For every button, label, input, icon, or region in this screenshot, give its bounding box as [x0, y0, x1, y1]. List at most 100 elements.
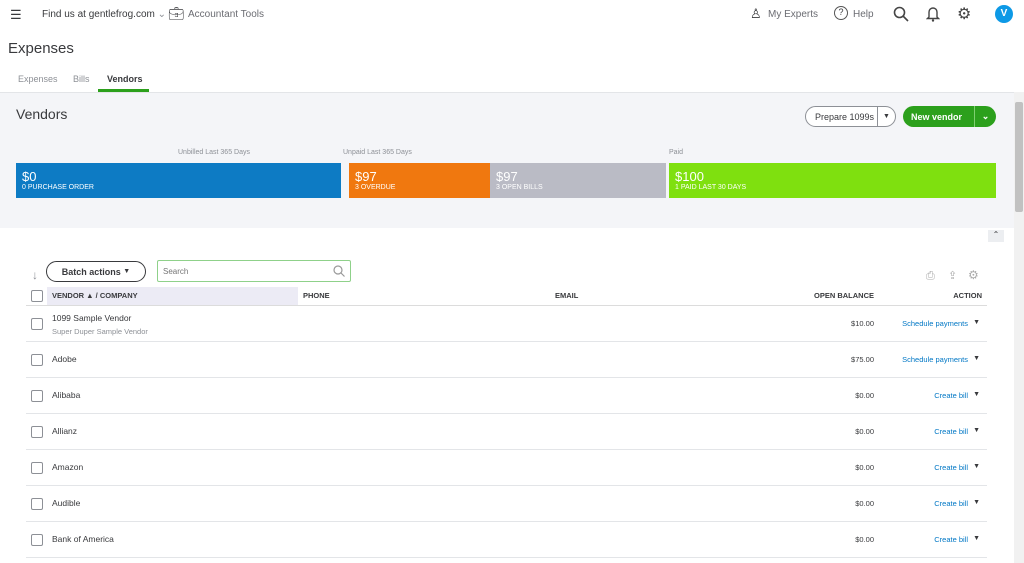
section-title: Vendors: [16, 106, 68, 122]
company-name: Find us at gentlefrog.com: [42, 9, 155, 20]
vendor-name[interactable]: Bank of America: [52, 534, 114, 544]
row-action-link[interactable]: Create bill: [934, 427, 968, 436]
table-row[interactable]: Adobe $75.00 Schedule payments ▼: [26, 342, 987, 378]
card-label: 1 PAID LAST 30 DAYS: [675, 184, 747, 191]
row-checkbox[interactable]: [31, 498, 43, 510]
open-balance: $0.00: [855, 391, 874, 400]
column-vendor[interactable]: VENDOR ▲ / COMPANY: [47, 287, 298, 305]
row-action-link[interactable]: Create bill: [934, 463, 968, 472]
card-amount: $0: [22, 169, 37, 184]
caret-down-icon[interactable]: ▼: [973, 463, 980, 470]
card-label: 3 OVERDUE: [355, 184, 396, 191]
settings-icon[interactable]: ⚙: [968, 268, 979, 282]
caret-down-icon[interactable]: ▼: [877, 107, 895, 126]
table-row[interactable]: Alibaba $0.00 Create bill ▼: [26, 378, 987, 414]
sort-arrow-icon[interactable]: ↓: [32, 268, 38, 282]
help-link[interactable]: Help: [853, 9, 874, 20]
table-row[interactable]: Bank of America $0.00 Create bill ▼: [26, 522, 987, 558]
company-name: Super Duper Sample Vendor: [52, 327, 148, 336]
row-checkbox[interactable]: [31, 318, 43, 330]
help-icon: ?: [834, 6, 848, 20]
table-row[interactable]: Amazon $0.00 Create bill ▼: [26, 450, 987, 486]
row-action-link[interactable]: Create bill: [934, 391, 968, 400]
vendor-name[interactable]: Alibaba: [52, 390, 81, 400]
open-balance: $0.00: [855, 499, 874, 508]
overdue-card[interactable]: $97 3 OVERDUE: [349, 163, 490, 198]
row-action-link[interactable]: Create bill: [934, 499, 968, 508]
column-action: ACTION: [953, 291, 982, 300]
unbilled-caption: Unbilled Last 365 Days: [178, 149, 250, 156]
my-experts-link[interactable]: My Experts: [768, 9, 819, 20]
row-checkbox[interactable]: [31, 390, 43, 402]
briefcase-icon: 💼︎: [168, 6, 185, 21]
search-input[interactable]: [157, 260, 351, 282]
top-bar: ☰ Find us at gentlefrog.com ⌄ 💼︎ Account…: [0, 0, 1024, 30]
page-title: Expenses: [8, 40, 74, 57]
prepare-1099s-button[interactable]: Prepare 1099s ▼: [805, 106, 896, 127]
select-all-checkbox[interactable]: [31, 290, 43, 302]
batch-actions-label: Batch actions: [61, 266, 121, 277]
unpaid-caption: Unpaid Last 365 Days: [343, 149, 412, 156]
export-icon[interactable]: ⇪: [948, 270, 958, 282]
vendor-name[interactable]: Adobe: [52, 354, 77, 364]
purchase-order-card[interactable]: $0 0 PURCHASE ORDER: [16, 163, 341, 198]
caret-down-icon[interactable]: ▼: [973, 391, 980, 398]
new-vendor-button[interactable]: New vendor ⌄: [903, 106, 996, 127]
person-icon: ♙: [750, 6, 762, 21]
column-open-balance[interactable]: OPEN BALANCE: [813, 291, 874, 300]
paid-caption: Paid: [669, 149, 684, 156]
caret-down-icon[interactable]: ▼: [973, 355, 980, 362]
batch-actions-button[interactable]: Batch actions ▼: [46, 261, 146, 282]
vendor-name[interactable]: 1099 Sample Vendor: [52, 313, 132, 323]
row-action-link[interactable]: Schedule payments: [902, 355, 968, 364]
column-phone[interactable]: PHONE: [303, 291, 330, 300]
row-action-link[interactable]: Schedule payments: [902, 319, 968, 328]
caret-down-icon[interactable]: ▼: [973, 319, 980, 326]
row-checkbox[interactable]: [31, 426, 43, 438]
bell-icon[interactable]: [926, 5, 940, 22]
card-label: 0 PURCHASE ORDER: [22, 184, 94, 191]
paid-card[interactable]: $100 1 PAID LAST 30 DAYS: [669, 163, 996, 198]
caret-down-icon[interactable]: ▼: [973, 499, 980, 506]
open-balance: $0.00: [855, 535, 874, 544]
row-checkbox[interactable]: [31, 462, 43, 474]
caret-down-icon: ▼: [123, 268, 131, 275]
table-row[interactable]: Audible $0.00 Create bill ▼: [26, 486, 987, 522]
search-icon[interactable]: [893, 6, 909, 22]
scrollbar[interactable]: [1014, 92, 1024, 563]
print-icon[interactable]: ⎙: [926, 270, 935, 282]
column-label: VENDOR ▲ / COMPANY: [52, 291, 138, 300]
table-row[interactable]: 1099 Sample Vendor Super Duper Sample Ve…: [26, 306, 987, 342]
card-amount: $100: [675, 169, 704, 184]
card-label: 3 OPEN BILLS: [496, 184, 543, 191]
open-bills-card[interactable]: $97 3 OPEN BILLS: [490, 163, 666, 198]
prepare-1099s-label: Prepare 1099s: [815, 111, 875, 122]
company-selector[interactable]: Find us at gentlefrog.com ⌄: [42, 9, 166, 20]
avatar[interactable]: V: [995, 5, 1013, 23]
row-checkbox[interactable]: [31, 354, 43, 366]
search-icon: [333, 265, 345, 277]
table-header: VENDOR ▲ / COMPANY PHONE EMAIL OPEN BALA…: [26, 287, 987, 306]
column-email[interactable]: EMAIL: [555, 291, 579, 300]
caret-down-icon[interactable]: ▼: [973, 427, 980, 434]
accountant-tools-link[interactable]: Accountant Tools: [188, 9, 264, 20]
caret-down-icon[interactable]: ▼: [973, 535, 980, 542]
gear-icon[interactable]: ⚙: [957, 6, 972, 23]
chevron-down-icon[interactable]: ⌄: [974, 106, 996, 127]
vendor-name[interactable]: Audible: [52, 498, 81, 508]
open-balance: $0.00: [855, 463, 874, 472]
table-row[interactable]: Allianz $0.00 Create bill ▼: [26, 414, 987, 450]
tab-vendors[interactable]: Vendors: [107, 74, 143, 84]
collapse-chevron-icon[interactable]: ⌃: [988, 230, 1004, 242]
tab-bills[interactable]: Bills: [73, 74, 90, 84]
chevron-down-icon: ⌄: [157, 9, 167, 20]
vendor-name[interactable]: Allianz: [52, 426, 78, 436]
card-amount: $97: [355, 169, 377, 184]
vendor-name[interactable]: Amazon: [52, 462, 84, 472]
tab-expenses[interactable]: Expenses: [18, 74, 58, 84]
row-checkbox[interactable]: [31, 534, 43, 546]
new-vendor-label: New vendor: [911, 111, 963, 122]
open-balance: $10.00: [851, 319, 874, 328]
menu-toggle-icon[interactable]: ☰: [10, 7, 22, 22]
row-action-link[interactable]: Create bill: [934, 535, 968, 544]
